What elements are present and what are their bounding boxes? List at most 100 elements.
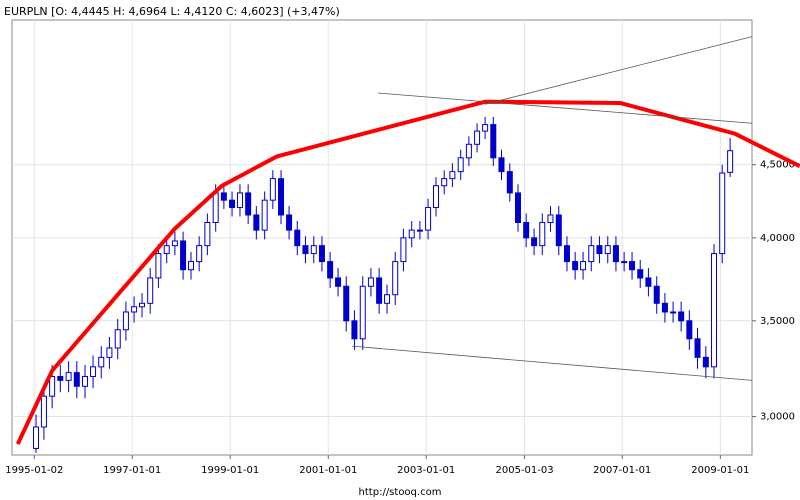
candle-body [588,245,595,263]
candle-body [155,253,162,279]
candle-body [572,261,579,271]
candle-body [286,214,293,231]
candle-body [433,185,440,209]
candle-body [474,130,481,145]
candle-body [514,192,521,224]
candle-body [261,199,268,231]
candle-body [727,150,734,173]
candle-body [220,192,227,201]
candle-body [310,245,317,255]
candle-body [694,338,701,358]
trend-line [378,92,753,124]
candle-body [33,426,40,449]
candle-body [604,245,611,255]
candle-body [555,214,562,247]
candle-body [81,375,88,387]
candle-body [506,171,513,194]
candle-body [392,261,399,296]
candle-body [90,366,97,377]
candle-body [204,222,211,247]
candle-body [229,199,236,209]
candle-body [122,311,129,331]
candle-body [670,311,677,314]
candle-body [719,172,726,255]
y-tick-label: 3,5000 [760,316,795,327]
candle-body [236,192,243,209]
candle-body [343,285,350,322]
candle-body [612,245,619,263]
candle-body [596,245,603,255]
candle-body [408,229,415,239]
candle-body [196,245,203,263]
candle-body [269,178,276,201]
candle-body [498,157,505,173]
candle-body [245,192,252,216]
x-tick-label: 1995-01-02 [5,465,63,476]
candle-body [449,171,456,180]
candle-body [180,240,187,271]
x-tick-label: 2005-01-03 [496,465,554,476]
footer: http://stooq.com [359,487,442,498]
trend-line [15,99,800,445]
y-tick-label: 4,5000 [760,160,795,171]
candle-body [65,372,72,381]
candle-body [212,192,219,224]
candle-body [73,372,80,387]
candle-body [457,157,464,173]
candle-body [678,311,685,322]
candle-body [416,229,423,232]
candle-body [384,294,391,304]
candle-body [106,347,113,358]
candle-body [294,229,301,247]
y-tick-label: 3,0000 [760,412,795,423]
x-tick-label: 2003-01-01 [397,465,455,476]
candle-body [367,277,374,287]
candle-body [441,178,448,187]
candle-body [645,277,652,287]
candle-body [49,375,56,397]
x-tick-label: 2009-01-01 [691,465,749,476]
candle-body [490,124,497,159]
candle-body [523,222,530,239]
x-tick-label: 2007-01-01 [593,465,651,476]
x-tick-label: 1999-01-01 [201,465,259,476]
candle-body [539,222,546,247]
candle-body [139,302,146,308]
candle-body [580,261,587,271]
candle-body [621,261,628,264]
candle-body [482,124,489,132]
candle-body [163,245,170,255]
candle-body [400,237,407,263]
x-tick-label: 2001-01-01 [299,465,357,476]
candle-body [114,329,121,349]
candle-body [531,237,538,247]
candle-body [302,245,309,255]
trend-line [485,36,753,105]
candle-body [187,261,194,271]
trend-line [352,345,753,381]
candle-body [376,277,383,304]
candle-body [40,395,47,428]
candle-body [327,261,334,279]
candle-body [702,356,709,368]
candle-body [171,240,178,247]
candle-body [359,285,366,340]
candle-body [57,375,64,381]
candle-body [686,320,693,340]
candle-body [147,277,154,304]
candle-body [131,306,138,313]
candle-body [547,214,554,224]
candle-body [425,207,432,231]
candle-body [335,277,342,287]
candle-body [711,253,718,368]
chart-title: EURPLN [O: 4,4445 H: 4,6964 L: 4,4120 C:… [4,5,340,18]
candle-body [661,302,668,313]
candle-body [629,261,636,271]
candle-body [278,178,285,216]
x-tick-label: 1997-01-01 [103,465,161,476]
candle-body [637,269,644,279]
candle-body [253,214,260,231]
candle-body [98,356,105,368]
candle-body [318,245,325,263]
